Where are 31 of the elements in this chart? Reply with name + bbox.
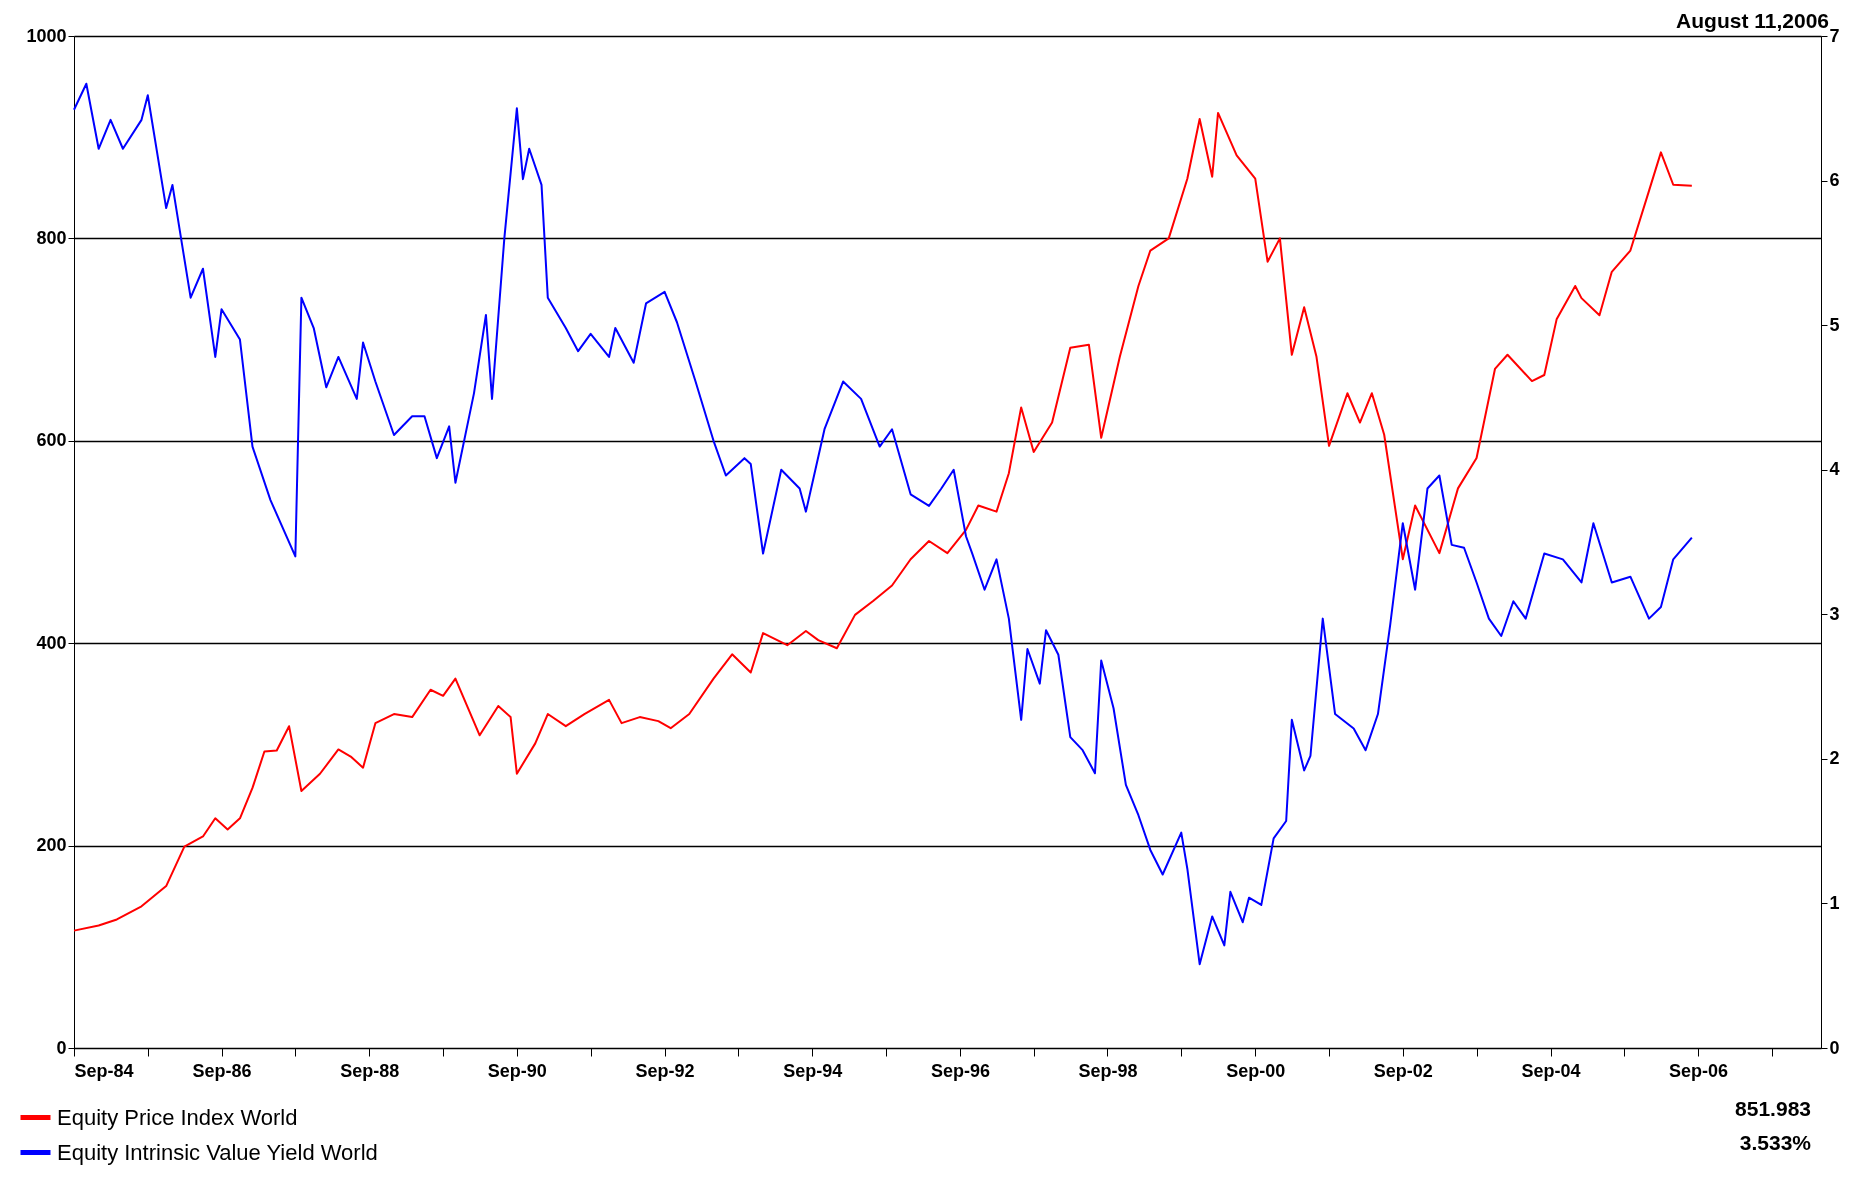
y2-tick-label: 4 — [1829, 459, 1840, 480]
y-tick-label: 400 — [36, 632, 67, 653]
x-tick-label: Sep-02 — [1373, 1060, 1433, 1081]
x-tick-label: Sep-98 — [1078, 1060, 1138, 1081]
text: 3.533% — [1739, 1131, 1812, 1154]
y-tick-label: 600 — [36, 430, 67, 451]
x-tick-label: Sep-84 — [74, 1060, 134, 1081]
y-tick-label: 1000 — [26, 25, 67, 46]
y-tick-label: 800 — [36, 227, 67, 248]
x-tick-label: Sep-94 — [783, 1060, 843, 1081]
y-tick-label: 0 — [56, 1037, 67, 1058]
y2-tick-label: 1 — [1829, 892, 1840, 913]
x-tick-label: Sep-06 — [1669, 1060, 1729, 1081]
x-tick-label: Sep-00 — [1226, 1060, 1286, 1081]
y-tick-label: 200 — [36, 835, 67, 856]
x-tick-label: Sep-92 — [635, 1060, 695, 1081]
y2-tick-label: 6 — [1829, 170, 1840, 191]
y2-tick-label: 2 — [1829, 748, 1840, 769]
x-tick-label: Sep-90 — [487, 1060, 547, 1081]
legend-label: Equity Price Index World — [57, 1104, 298, 1130]
legend-label: Equity Intrinsic Value Yield World — [57, 1139, 378, 1165]
text: 851.983 — [1735, 1097, 1811, 1120]
x-tick-label: Sep-04 — [1521, 1060, 1581, 1081]
y2-tick-label: 5 — [1829, 314, 1840, 335]
y2-tick-label: 0 — [1829, 1037, 1840, 1058]
y2-tick-label: 3 — [1829, 603, 1840, 624]
x-tick-label: Sep-88 — [340, 1060, 400, 1081]
x-tick-label: Sep-86 — [192, 1060, 252, 1081]
x-tick-label: Sep-96 — [930, 1060, 990, 1081]
text: August 11,2006 — [1676, 9, 1829, 32]
y2-tick-label: 7 — [1829, 25, 1840, 46]
